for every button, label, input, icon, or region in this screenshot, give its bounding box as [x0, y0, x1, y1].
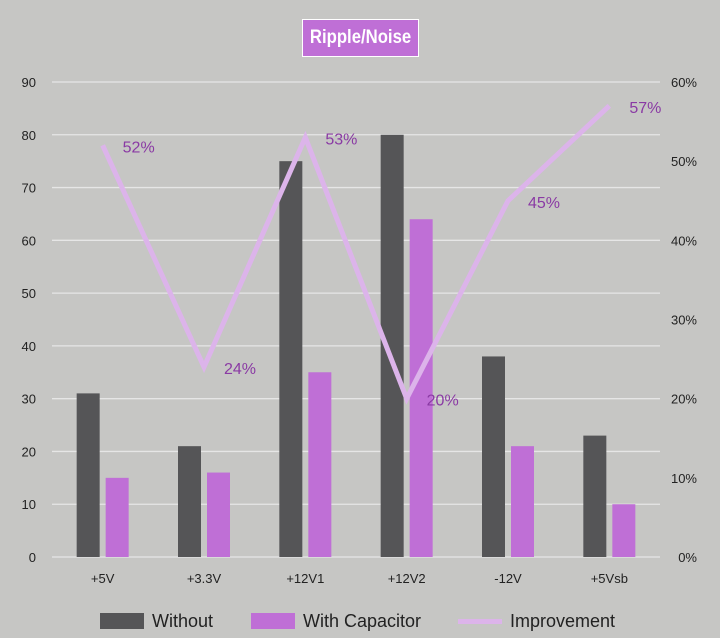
y-left-tick-label: 50: [22, 286, 36, 301]
improvement-labels: 52% 24% 53% 20% 45% 57%: [123, 100, 662, 410]
bar-with-capacitor: [105, 477, 129, 557]
legend-item-improvement: Improvement: [458, 606, 615, 636]
x-tick-label: +3.3V: [187, 571, 222, 586]
y-left-tick-label: 80: [22, 128, 36, 143]
x-tick-label: -12V: [494, 571, 522, 586]
y-right-tick-label: 60%: [671, 75, 697, 90]
legend-item-with-capacitor: With Capacitor: [251, 606, 421, 636]
y-right-axis: 0% 10% 20% 30% 40% 50% 60%: [671, 75, 697, 565]
legend-swatch-improvement: [458, 618, 502, 624]
bar-with-capacitor: [308, 372, 332, 557]
bar-without: [76, 393, 100, 557]
y-right-tick-label: 20%: [671, 392, 697, 407]
legend-swatch-with-capacitor: [251, 613, 295, 629]
improvement-data-label: 24%: [224, 361, 256, 378]
y-right-tick-label: 10%: [671, 471, 697, 486]
gridlines: [52, 81, 660, 558]
legend-item-without: Without: [100, 606, 213, 636]
bars: [76, 134, 636, 557]
improvement-data-label: 53%: [325, 131, 357, 148]
y-left-tick-label: 0: [29, 550, 36, 565]
y-left-tick-label: 70: [22, 181, 36, 196]
legend-swatch-without: [100, 613, 144, 629]
x-axis: +5V +3.3V +12V1 +12V2 -12V +5Vsb: [91, 571, 628, 586]
bar-without: [583, 435, 607, 557]
improvement-data-label: 20%: [427, 393, 459, 410]
improvement-data-label: 52%: [123, 139, 155, 156]
y-left-tick-label: 20: [22, 444, 36, 459]
y-right-tick-label: 50%: [671, 154, 697, 169]
bar-with-capacitor: [207, 472, 230, 557]
chart-title-box: Ripple/Noise: [302, 19, 419, 57]
y-right-tick-label: 0%: [678, 550, 697, 565]
chart-title: Ripple/Noise: [309, 27, 412, 48]
y-right-tick-label: 40%: [671, 233, 697, 248]
legend: Without With Capacitor Improvement: [0, 606, 720, 636]
improvement-series-line: [100, 103, 612, 405]
x-tick-label: +5V: [91, 571, 115, 586]
bar-without: [380, 134, 404, 557]
y-left-tick-label: 60: [22, 233, 36, 248]
bar-without: [279, 161, 303, 557]
improvement-data-label: 57%: [629, 100, 661, 117]
y-left-tick-label: 90: [22, 75, 36, 90]
legend-label-without: Without: [152, 610, 214, 631]
bar-without: [178, 446, 201, 557]
improvement-data-label: 45%: [528, 195, 560, 212]
y-left-tick-label: 40: [22, 339, 36, 354]
improvement-line: [100, 103, 612, 405]
bar-with-capacitor: [612, 504, 636, 557]
x-tick-label: +5Vsb: [591, 571, 628, 586]
y-left-axis: 0 10 20 30 40 50 60 70 80 90: [22, 75, 36, 565]
y-left-tick-label: 10: [22, 497, 36, 512]
x-tick-label: +12V1: [286, 571, 324, 586]
y-left-tick-label: 30: [22, 392, 36, 407]
legend-label-with-capacitor: With Capacitor: [303, 610, 422, 631]
y-right-tick-label: 30%: [671, 313, 697, 328]
bar-without: [482, 356, 505, 557]
bar-with-capacitor: [511, 446, 534, 557]
x-tick-label: +12V2: [388, 571, 426, 586]
bar-with-capacitor: [409, 219, 433, 557]
legend-label-improvement: Improvement: [510, 610, 616, 631]
